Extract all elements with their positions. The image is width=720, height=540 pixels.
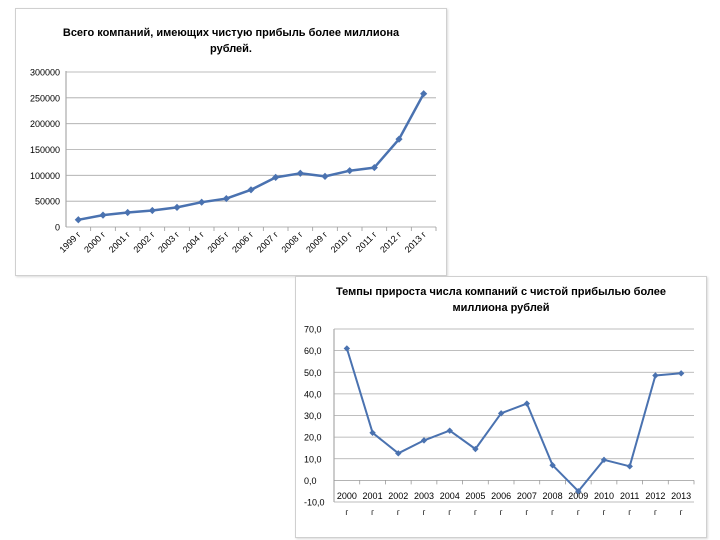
chart-growth-rate: Темпы прироста числа компаний с чистой п… [295,276,707,538]
x-tick-suffix: г [628,508,631,517]
y-tick-label: 10,0 [304,454,322,464]
x-tick-label: 2003 г [156,229,182,255]
x-tick-label: 2013 [671,491,691,501]
y-tick-label: 60,0 [304,346,322,356]
data-point [296,169,304,177]
y-tick-label: 0,0 [304,476,317,486]
data-point [549,462,556,469]
x-tick-suffix: г [371,508,374,517]
x-tick-label: 1999 г [57,229,83,255]
x-tick-label: 2002 г [131,229,157,255]
x-tick-label: 2004 г [181,229,207,255]
x-tick-suffix: г [654,508,657,517]
x-tick-suffix: г [500,508,503,517]
y-tick-label: 0 [55,223,60,233]
x-tick-label: 2010 г [329,229,355,255]
data-point [472,445,479,453]
data-point [395,135,403,143]
data-point [124,208,132,217]
data-point [369,429,376,436]
data-point [198,198,206,206]
y-tick-label: 200000 [30,119,60,129]
x-tick-suffix: г [474,508,477,517]
y-tick-label: 300000 [30,68,60,78]
x-tick-suffix: г [448,508,451,517]
y-tick-label: 70,0 [304,325,322,335]
data-point [343,345,351,352]
x-tick-label: 2010 [594,491,614,501]
x-tick-suffix: г [397,508,400,517]
data-point [370,163,378,172]
data-point [247,186,255,194]
x-tick-suffix: г [680,508,683,517]
x-tick-label: 2011 [620,491,639,501]
chart-growth-rate-plot: 70,0 60,0 50,0 40,0 30,0 20,0 10,0 0,0 -10,0 2000… [304,325,695,517]
x-tick-label: 2008 [543,491,563,501]
y-tick-label: 30,0 [304,411,322,421]
x-tick-label: 2007 [517,491,537,501]
chart-total-companies-plot: 0 50000 100000 150000 200000 250000 300000 1999… [30,68,437,255]
data-point [677,370,685,377]
x-tick-label: 2009 [568,491,588,501]
data-point [74,216,82,224]
x-tick-label: 2005 г [205,229,231,255]
x-tick-label: 2007 г [255,229,281,255]
y-tick-label: -10,0 [304,498,325,508]
chart-title: Темпы прироста числа компаний с чистой п… [335,286,666,314]
data-point [420,437,428,444]
data-point [575,487,582,495]
x-tick-suffix: г [603,508,606,517]
x-tick-label: 2000 г [82,229,108,255]
x-tick-label: 2000 [337,491,357,501]
y-tick-label: 20,0 [304,433,322,443]
x-tick-label: 2002 [388,491,408,501]
x-tick-label: 2006 г [230,229,256,255]
data-point [420,90,428,98]
y-tick-label: 50,0 [304,368,322,378]
data-point [600,456,608,464]
series-line [345,348,682,493]
x-tick-suffix: г [577,508,580,517]
y-tick-label: 40,0 [304,389,322,399]
x-tick-label: 2005 [465,491,485,501]
x-tick-label: 2011 г [354,229,379,254]
data-point [173,203,181,211]
y-tick-label: 150000 [30,145,60,155]
data-point [321,172,329,180]
x-tick-label: 2008 г [279,229,305,255]
x-tick-suffix: г [551,508,554,517]
data-point [99,211,107,219]
x-tick-label: 2012 [645,491,665,501]
x-tick-label: 2012 г [378,229,404,255]
data-point [346,167,354,175]
x-tick-label: 2006 [491,491,511,501]
data-point [523,400,531,407]
x-tick-label: 2001 [363,491,383,501]
x-tick-label: 2004 [440,491,460,501]
data-point [222,194,230,203]
data-point [446,427,453,434]
x-tick-label: 2001 г [107,229,133,255]
data-point [395,450,402,457]
data-point [272,173,280,181]
x-tick-suffix: г [423,508,426,517]
y-tick-label: 250000 [30,93,60,103]
data-point [652,372,659,379]
data-point [148,206,156,215]
y-tick-label: 50000 [35,197,60,207]
chart-title: Всего компаний, имеющих чистую прибыль б… [62,27,400,55]
y-tick-label: 100000 [30,171,60,181]
x-tick-suffix: г [525,508,528,517]
data-point [626,463,633,470]
chart-total-companies: Всего компаний, имеющих чистую прибыль б… [15,8,447,276]
x-tick-label: 2003 [414,491,434,501]
x-tick-label: 2013 г [403,229,429,255]
x-tick-suffix: г [345,508,348,517]
x-tick-label: 2009 г [304,229,330,255]
